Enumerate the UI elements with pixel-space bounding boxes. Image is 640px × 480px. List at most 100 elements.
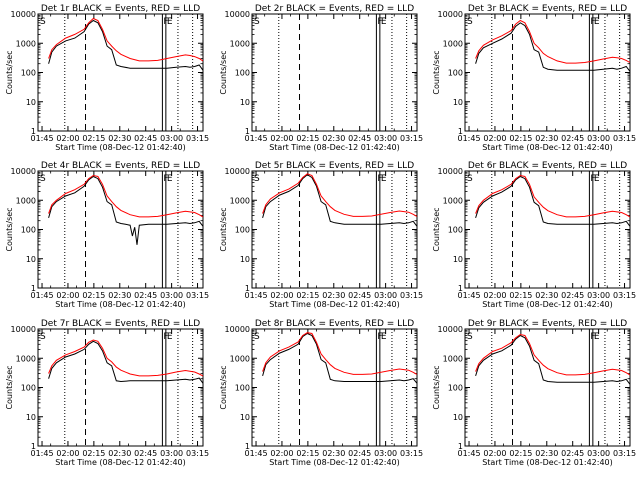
panel-title: Det 8r BLACK = Events, RED = LLD <box>255 319 414 329</box>
y-tick-label: 10 <box>26 255 36 264</box>
marker-letter-s: S <box>467 17 473 27</box>
y-tick-label: 10 <box>26 98 36 107</box>
x-tick-label: 03:15 <box>613 134 636 143</box>
events-line <box>475 334 631 385</box>
y-axis-label: Counts/sec <box>5 50 14 94</box>
y-axis-label: Counts/sec <box>432 365 441 409</box>
y-tick-label: 1 <box>31 284 36 293</box>
x-tick-label: 02:30 <box>108 134 131 143</box>
y-tick-label: 1000 <box>16 39 36 48</box>
x-tick-label: 03:15 <box>186 134 209 143</box>
marker-letter-f: F <box>163 17 168 27</box>
x-tick-label: 02:45 <box>561 449 584 458</box>
x-tick-label: 02:00 <box>56 449 79 458</box>
y-tick-label: 10000 <box>438 10 463 19</box>
x-tick-label: 02:15 <box>509 134 532 143</box>
marker-letter-e: E <box>381 17 387 27</box>
chart-panel: Det 3r BLACK = Events, RED = LLD 1 10 100 10… <box>432 4 636 152</box>
x-tick-label: 02:30 <box>108 291 131 300</box>
x-tick-label: 03:15 <box>613 449 636 458</box>
panel-title: Det 3r BLACK = Events, RED = LLD <box>468 4 627 14</box>
chart-panel: Det 7r BLACK = Events, RED = LLD 1 10 100 10… <box>5 319 209 467</box>
y-tick-label: 1 <box>458 127 463 136</box>
marker-letter-s: S <box>467 174 473 184</box>
marker-letter-e: E <box>167 174 173 184</box>
y-tick-label: 100 <box>235 384 250 393</box>
y-tick-label: 10000 <box>11 325 36 334</box>
marker-letter-s: S <box>40 174 46 184</box>
y-tick-label: 100 <box>448 384 463 393</box>
x-tick-label: 02:00 <box>270 291 293 300</box>
x-tick-label: 03:15 <box>400 134 423 143</box>
x-tick-label: 02:30 <box>108 449 131 458</box>
x-axis-label: Start Time (08-Dec-12 01:42:40) <box>482 300 613 309</box>
x-tick-label: 03:15 <box>400 291 423 300</box>
x-tick-label: 02:15 <box>296 291 319 300</box>
x-tick-label: 02:00 <box>270 134 293 143</box>
x-tick-label: 02:30 <box>322 134 345 143</box>
y-tick-label: 100 <box>448 69 463 78</box>
y-axis-label: Counts/sec <box>219 365 228 409</box>
events-line <box>48 175 204 245</box>
marker-letter-f: F <box>590 17 595 27</box>
y-axis-label: Counts/sec <box>432 50 441 94</box>
panel-title: Det 9r BLACK = Events, RED = LLD <box>468 319 627 329</box>
chart-panel: Det 8r BLACK = Events, RED = LLD 1 10 100 10… <box>219 319 423 467</box>
x-tick-label: 03:00 <box>160 449 183 458</box>
marker-letter-e: E <box>381 332 387 342</box>
y-tick-label: 10 <box>240 255 250 264</box>
x-tick-label: 02:15 <box>509 449 532 458</box>
marker-letter-e: E <box>594 174 600 184</box>
x-tick-label: 02:45 <box>561 291 584 300</box>
chart-panel: Det 2r BLACK = Events, RED = LLD 1 10 100 10… <box>219 4 423 152</box>
y-axis-label: Counts/sec <box>432 207 441 251</box>
lld-line <box>48 339 204 377</box>
y-tick-label: 100 <box>235 69 250 78</box>
chart-panel: Det 4r BLACK = Events, RED = LLD 1 10 100 10… <box>5 161 209 309</box>
x-tick-label: 03:00 <box>160 291 183 300</box>
lld-line <box>475 333 631 376</box>
x-tick-label: 03:00 <box>374 449 397 458</box>
x-tick-label: 01:45 <box>457 134 480 143</box>
lld-line <box>48 174 204 218</box>
x-tick-label: 02:00 <box>56 134 79 143</box>
y-axis-label: Counts/sec <box>5 365 14 409</box>
marker-letter-s: S <box>254 174 260 184</box>
marker-letter-f: F <box>590 174 595 184</box>
y-tick-label: 1 <box>31 442 36 451</box>
marker-letter-f: F <box>377 174 382 184</box>
y-tick-label: 1000 <box>16 354 36 363</box>
y-tick-label: 1000 <box>16 196 36 205</box>
y-tick-label: 10 <box>453 413 463 422</box>
y-tick-label: 100 <box>448 226 463 235</box>
x-tick-label: 02:15 <box>296 449 319 458</box>
y-tick-label: 10000 <box>225 10 250 19</box>
x-axis-label: Start Time (08-Dec-12 01:42:40) <box>55 300 186 309</box>
x-tick-label: 02:00 <box>270 449 293 458</box>
x-tick-label: 02:30 <box>322 291 345 300</box>
x-tick-label: 02:15 <box>82 291 105 300</box>
x-tick-label: 02:15 <box>82 134 105 143</box>
panel-title: Det 4r BLACK = Events, RED = LLD <box>41 161 200 171</box>
marker-letter-s: S <box>254 17 260 27</box>
y-tick-label: 10000 <box>438 325 463 334</box>
x-axis-label: Start Time (08-Dec-12 01:42:40) <box>55 143 186 152</box>
x-tick-label: 02:45 <box>348 134 371 143</box>
x-tick-label: 02:30 <box>535 449 558 458</box>
y-tick-label: 1000 <box>230 39 250 48</box>
y-tick-label: 100 <box>21 384 36 393</box>
x-tick-label: 01:45 <box>30 291 53 300</box>
x-tick-label: 02:15 <box>509 291 532 300</box>
y-tick-label: 1000 <box>443 354 463 363</box>
y-tick-label: 100 <box>21 226 36 235</box>
x-tick-label: 03:15 <box>186 449 209 458</box>
marker-letter-e: E <box>594 332 600 342</box>
x-tick-label: 03:00 <box>587 449 610 458</box>
y-tick-label: 1000 <box>443 39 463 48</box>
x-tick-label: 01:45 <box>457 291 480 300</box>
x-tick-label: 03:00 <box>587 291 610 300</box>
y-tick-label: 1 <box>458 442 463 451</box>
x-axis-label: Start Time (08-Dec-12 01:42:40) <box>482 458 613 467</box>
marker-letter-f: F <box>377 332 382 342</box>
